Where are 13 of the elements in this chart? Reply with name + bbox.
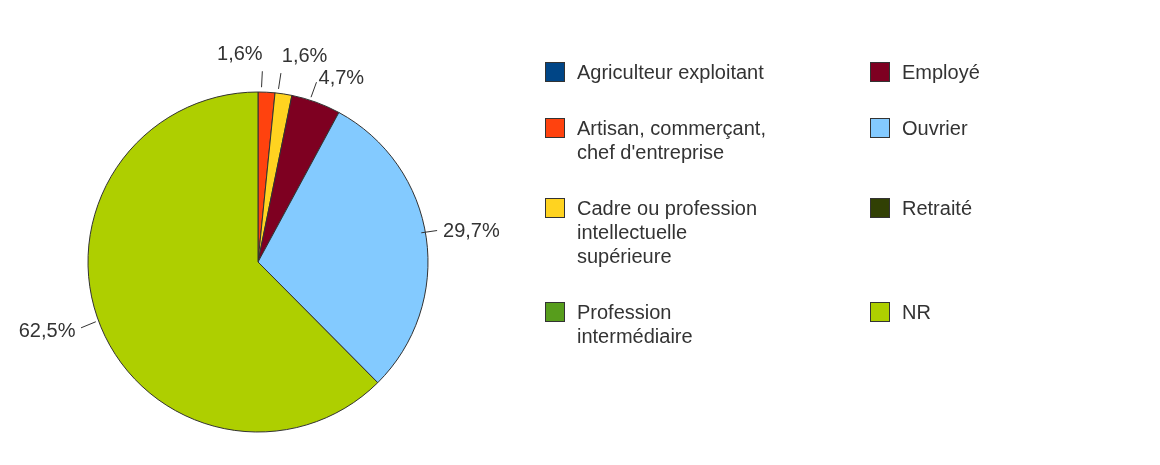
legend-label: Retraité: [902, 196, 974, 220]
legend-label: Ouvrier: [902, 116, 969, 140]
data-label: 1,6%: [217, 42, 263, 65]
legend-label: Employé: [902, 60, 981, 84]
data-label: 62,5%: [18, 319, 76, 342]
legend-label: Cadre ou profession intellectuelle supérieure: [577, 196, 759, 268]
data-label: 1,6%: [281, 44, 328, 67]
legend-label: Artisan, commerçant, chef d'entreprise: [577, 116, 767, 164]
legend-label: Profession intermédiaire: [577, 300, 694, 348]
legend-label: Agriculteur exploitant: [577, 60, 765, 84]
data-label: 4,7%: [318, 65, 365, 88]
data-label: 29,7%: [443, 218, 500, 241]
legend-label: NR: [902, 300, 932, 324]
